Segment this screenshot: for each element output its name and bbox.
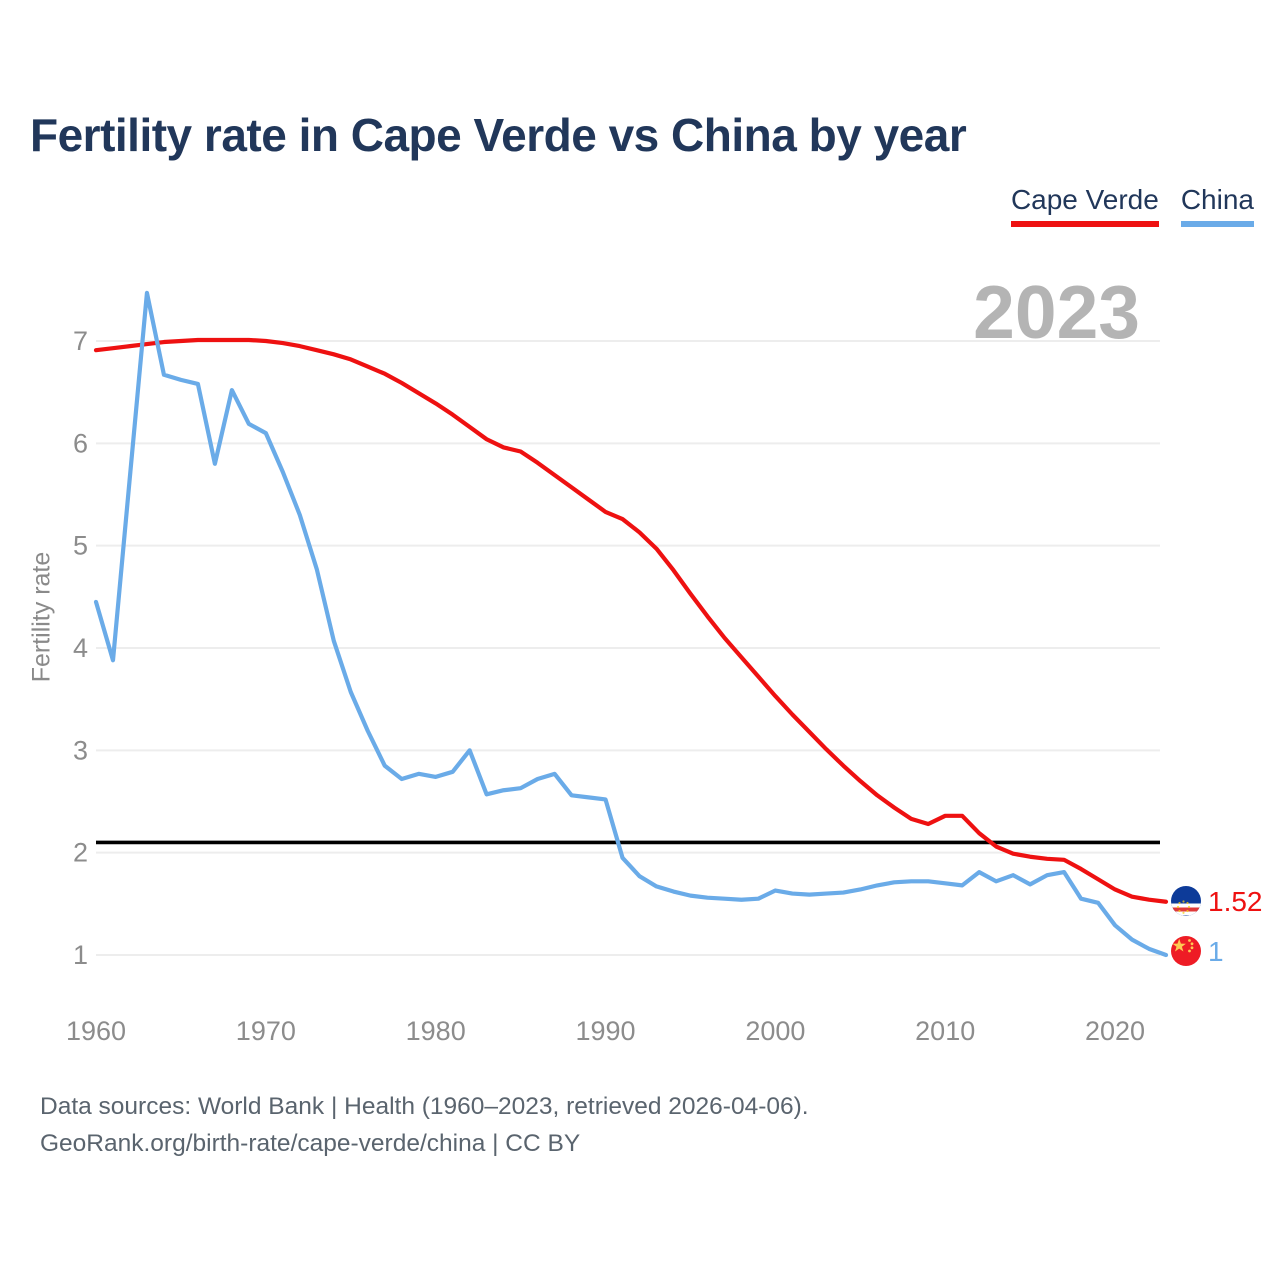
y-tick-label: 7 bbox=[73, 326, 88, 356]
source-attribution: Data sources: World Bank | Health (1960–… bbox=[40, 1088, 809, 1162]
page-title: Fertility rate in Cape Verde vs China by… bbox=[30, 109, 967, 161]
y-tick-label: 5 bbox=[73, 531, 88, 561]
cape-verde-end-value: 1.52 bbox=[1208, 886, 1263, 917]
legend-item-cape-verde[interactable]: Cape Verde bbox=[1010, 184, 1159, 227]
y-tick-label: 1 bbox=[73, 940, 88, 970]
legend-label-cape-verde: Cape Verde bbox=[1010, 184, 1159, 215]
y-tick-label: 4 bbox=[73, 633, 88, 663]
y-tick-label: 2 bbox=[73, 838, 88, 868]
x-tick-label: 2000 bbox=[745, 1016, 805, 1046]
source-line-2: GeoRank.org/birth-rate/cape-verde/china … bbox=[40, 1130, 581, 1157]
y-tick-label: 3 bbox=[73, 735, 88, 765]
china-line bbox=[93, 290, 1169, 958]
china-end-value: 1 bbox=[1208, 936, 1224, 967]
china-flag-icon bbox=[1171, 936, 1201, 966]
x-tick-label: 2020 bbox=[1085, 1016, 1145, 1046]
x-tick-label: 1990 bbox=[575, 1016, 635, 1046]
legend-underline-china bbox=[1180, 221, 1254, 227]
y-tick-label: 6 bbox=[73, 428, 88, 458]
source-line-1: Data sources: World Bank | Health (1960–… bbox=[40, 1093, 809, 1120]
x-tick-labels: 1960 1970 1980 1990 2000 2010 2020 bbox=[66, 1016, 1145, 1046]
legend-label-china: China bbox=[1180, 184, 1254, 215]
x-tick-label: 1960 bbox=[66, 1016, 126, 1046]
legend-underline-cape-verde bbox=[1010, 221, 1159, 227]
x-tick-label: 2010 bbox=[915, 1016, 975, 1046]
x-tick-label: 1970 bbox=[236, 1016, 296, 1046]
x-tick-label: 1980 bbox=[406, 1016, 466, 1046]
legend-item-china[interactable]: China bbox=[1180, 184, 1254, 227]
cape-verde-flag-icon bbox=[1171, 886, 1201, 916]
cape-verde-line bbox=[93, 337, 1169, 904]
y-tick-labels: 7 6 5 4 3 2 1 bbox=[73, 326, 88, 970]
legend: Cape Verde China bbox=[1010, 184, 1254, 227]
